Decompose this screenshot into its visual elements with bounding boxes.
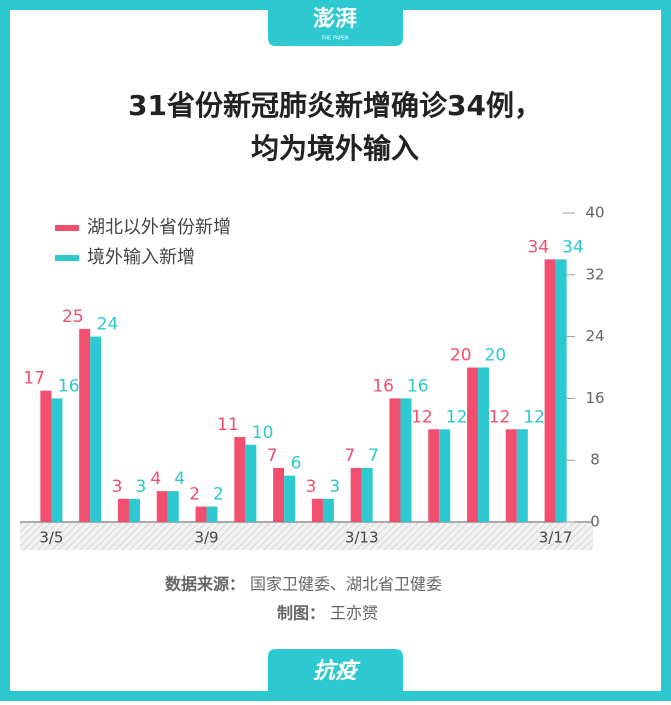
bar <box>516 429 528 522</box>
value-label: 4 <box>174 469 185 489</box>
value-label: 3 <box>112 477 123 497</box>
bar <box>117 498 129 522</box>
credit-label: 制图： <box>277 604 325 623</box>
bar <box>284 475 296 522</box>
bar <box>400 398 412 522</box>
bar <box>478 367 490 522</box>
bar <box>322 498 334 522</box>
legend-label: 湖北以外省份新增 <box>87 217 231 238</box>
bar <box>195 506 207 522</box>
bar <box>555 259 567 522</box>
value-label: 17 <box>23 369 45 389</box>
value-label: 12 <box>411 407 433 427</box>
logo-sub: THE PAPER <box>320 36 349 42</box>
value-label: 12 <box>446 407 468 427</box>
bar <box>167 491 179 522</box>
title-line: 31省份新冠肺炎新增确诊34例， <box>128 89 542 122</box>
value-label: 7 <box>344 446 355 466</box>
value-label: 16 <box>58 376 80 396</box>
value-label: 2 <box>189 485 200 505</box>
footer-tab <box>268 649 403 701</box>
y-tick-label: 0 <box>590 513 600 531</box>
bar <box>389 398 401 522</box>
axis-band <box>20 523 593 550</box>
value-label: 16 <box>407 376 429 396</box>
legend-swatch <box>55 225 79 231</box>
title-line: 均为境外输入 <box>251 132 419 165</box>
value-label: 16 <box>372 376 394 396</box>
value-label: 3 <box>306 477 317 497</box>
bar <box>206 506 218 522</box>
value-label: 4 <box>150 469 161 489</box>
value-label: 24 <box>97 315 119 335</box>
value-label: 7 <box>267 446 278 466</box>
x-tick-label: 3/9 <box>194 529 218 547</box>
y-tick-label: 40 <box>585 204 604 222</box>
value-label: 12 <box>489 407 511 427</box>
bar <box>79 328 91 522</box>
credit-text: 王亦赟 <box>330 604 378 623</box>
source-text: 国家卫健委、湖北省卫健委 <box>250 575 442 594</box>
y-tick-label: 24 <box>585 327 604 345</box>
value-label: 20 <box>450 346 472 366</box>
bar <box>361 467 373 522</box>
y-tick-label: 8 <box>590 451 600 469</box>
bar <box>40 390 52 522</box>
bar <box>51 398 63 522</box>
bar <box>156 491 168 522</box>
source-label: 数据来源： <box>165 575 245 594</box>
bar <box>428 429 440 522</box>
bar <box>467 367 479 522</box>
value-label: 20 <box>485 346 507 366</box>
value-label: 11 <box>217 415 239 435</box>
bar <box>439 429 451 522</box>
logo-tab <box>268 0 403 46</box>
legend-swatch <box>55 255 79 261</box>
footer-tag: 抗疫 <box>313 658 361 684</box>
value-label: 34 <box>527 237 549 257</box>
bar <box>128 498 140 522</box>
legend-label: 境外输入新增 <box>87 247 195 268</box>
y-tick-label: 16 <box>585 389 604 407</box>
x-tick-label: 3/17 <box>539 529 573 547</box>
logo: 澎湃 <box>313 7 357 32</box>
value-label: 34 <box>562 237 584 257</box>
y-tick-label: 32 <box>585 265 604 283</box>
value-label: 10 <box>252 423 274 443</box>
bar <box>311 498 323 522</box>
value-label: 7 <box>368 446 379 466</box>
value-label: 2 <box>213 485 224 505</box>
value-label: 3 <box>135 477 146 497</box>
value-label: 25 <box>62 307 84 327</box>
bar <box>90 336 102 522</box>
x-tick-label: 3/13 <box>345 529 379 547</box>
bar <box>544 259 556 522</box>
value-label: 12 <box>523 407 545 427</box>
bar <box>350 467 362 522</box>
x-tick-label: 3/5 <box>39 529 63 547</box>
value-label: 6 <box>291 454 302 474</box>
bar <box>505 429 517 522</box>
bar <box>273 467 285 522</box>
bar <box>234 437 246 522</box>
bar <box>245 444 257 522</box>
value-label: 3 <box>329 477 340 497</box>
